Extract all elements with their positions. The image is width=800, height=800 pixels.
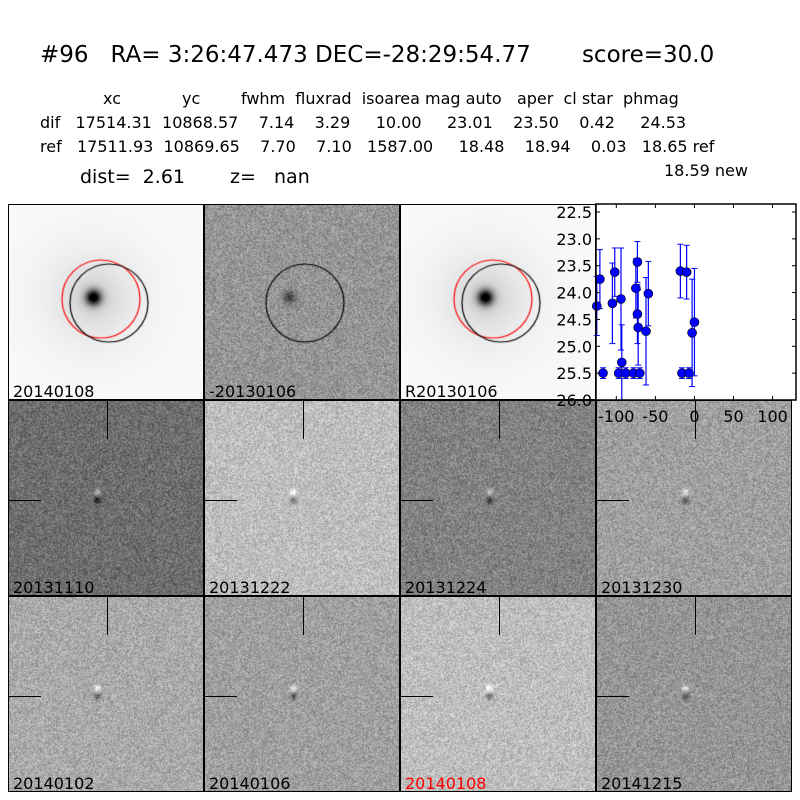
- cutout-panel: 20140102: [8, 596, 204, 792]
- panel-date-label: -20130106: [209, 382, 297, 400]
- row-dif: dif 17514.31 10868.57 7.14 3.29 10.00 23…: [40, 113, 687, 132]
- crosshair-vertical: [303, 401, 304, 439]
- crosshair-vertical: [499, 597, 500, 635]
- cutout-panel: 20141215: [596, 596, 792, 792]
- panel-date-label: 20131222: [209, 578, 291, 596]
- cutout-panel: 20140108: [400, 596, 596, 792]
- panel-date-label: 20140108: [13, 382, 95, 400]
- crosshair-vertical: [499, 401, 500, 439]
- data-point: [684, 368, 694, 378]
- data-point: [616, 357, 627, 368]
- y-tick-label: 24.5: [556, 310, 592, 329]
- data-point: [631, 283, 641, 294]
- data-point: [634, 368, 645, 378]
- cutout-panel: 20131224: [400, 400, 596, 596]
- crosshair-horizontal: [597, 500, 629, 501]
- crosshair-vertical: [107, 401, 108, 439]
- x-tick-label: 0: [689, 407, 699, 426]
- figure-title: #96 RA= 3:26:47.473 DEC=-28:29:54.77 sco…: [40, 42, 715, 68]
- data-point: [641, 326, 651, 337]
- data-point: [607, 298, 618, 309]
- crosshair-vertical: [695, 401, 696, 439]
- data-point: [633, 322, 643, 333]
- crosshair-vertical: [695, 597, 696, 635]
- data-point: [609, 267, 620, 277]
- panel-date-label: 20131110: [13, 578, 95, 596]
- crosshair-horizontal: [597, 696, 629, 697]
- crosshair-horizontal: [401, 696, 433, 697]
- crosshair-horizontal: [9, 500, 41, 501]
- y-tick-label: 26.0: [556, 391, 592, 410]
- plot-frame: [595, 203, 797, 401]
- data-point: [591, 301, 602, 311]
- y-tick-label: 23.0: [556, 230, 592, 249]
- x-tick-label: 50: [723, 407, 743, 426]
- cutout-panel: -20130106: [204, 204, 400, 400]
- crosshair-horizontal: [401, 500, 433, 501]
- light-curve-plot: 22.5 23.0 23.5 24.0 24.5 25.0 25.5 26.0 -100 -50 0…: [556, 203, 797, 426]
- row-ref: ref 17511.93 10869.65 7.70 7.10 1587.00 …: [40, 137, 715, 156]
- y-tick-label: 23.5: [556, 257, 592, 276]
- table-header: xc yc fwhm fluxrad isoarea mag auto aper…: [103, 89, 679, 108]
- data-point: [616, 294, 626, 304]
- panel-date-label: 20131230: [601, 578, 683, 596]
- plot-background: [596, 204, 796, 400]
- y-tick-label: 24.0: [556, 284, 592, 303]
- data-point: [632, 309, 643, 319]
- dist-value: dist= 2.61: [80, 166, 185, 188]
- data-point: [643, 288, 654, 299]
- panel-date-label: 20140102: [13, 774, 95, 792]
- panel-date-label: 20141215: [601, 774, 683, 792]
- cutout-panel: 20131230: [596, 400, 792, 596]
- panel-date-label: 20140108: [405, 774, 487, 792]
- data-point: [689, 317, 700, 327]
- y-tick-label: 25.0: [556, 337, 592, 356]
- cutout-panel: 20131222: [204, 400, 400, 596]
- cutout-panel: R20130106: [400, 204, 596, 400]
- cutout-panel: 20131110: [8, 400, 204, 596]
- crosshair-vertical: [303, 597, 304, 635]
- y-tick-label: 25.5: [556, 364, 592, 383]
- data-point: [595, 274, 605, 284]
- panel-date-label: 20131224: [405, 578, 487, 596]
- phmag-new: 18.59 new: [664, 161, 748, 180]
- cutout-panel: 20140106: [204, 596, 400, 792]
- crosshair-vertical: [107, 597, 108, 635]
- data-point: [681, 267, 692, 277]
- data-point: [687, 328, 697, 338]
- crosshair-horizontal: [205, 696, 237, 697]
- crosshair-horizontal: [9, 696, 41, 697]
- cutout-panel: 20140108: [8, 204, 204, 400]
- x-tick-label: -50: [642, 407, 668, 426]
- z-value: z= nan: [230, 166, 310, 188]
- x-tick-label: 100: [757, 407, 788, 426]
- y-tick-label: 22.5: [556, 203, 592, 222]
- panel-date-label: R20130106: [405, 382, 498, 400]
- x-tick-label: -100: [598, 407, 634, 426]
- panel-date-label: 20140106: [209, 774, 291, 792]
- crosshair-horizontal: [205, 500, 237, 501]
- data-point: [632, 257, 643, 267]
